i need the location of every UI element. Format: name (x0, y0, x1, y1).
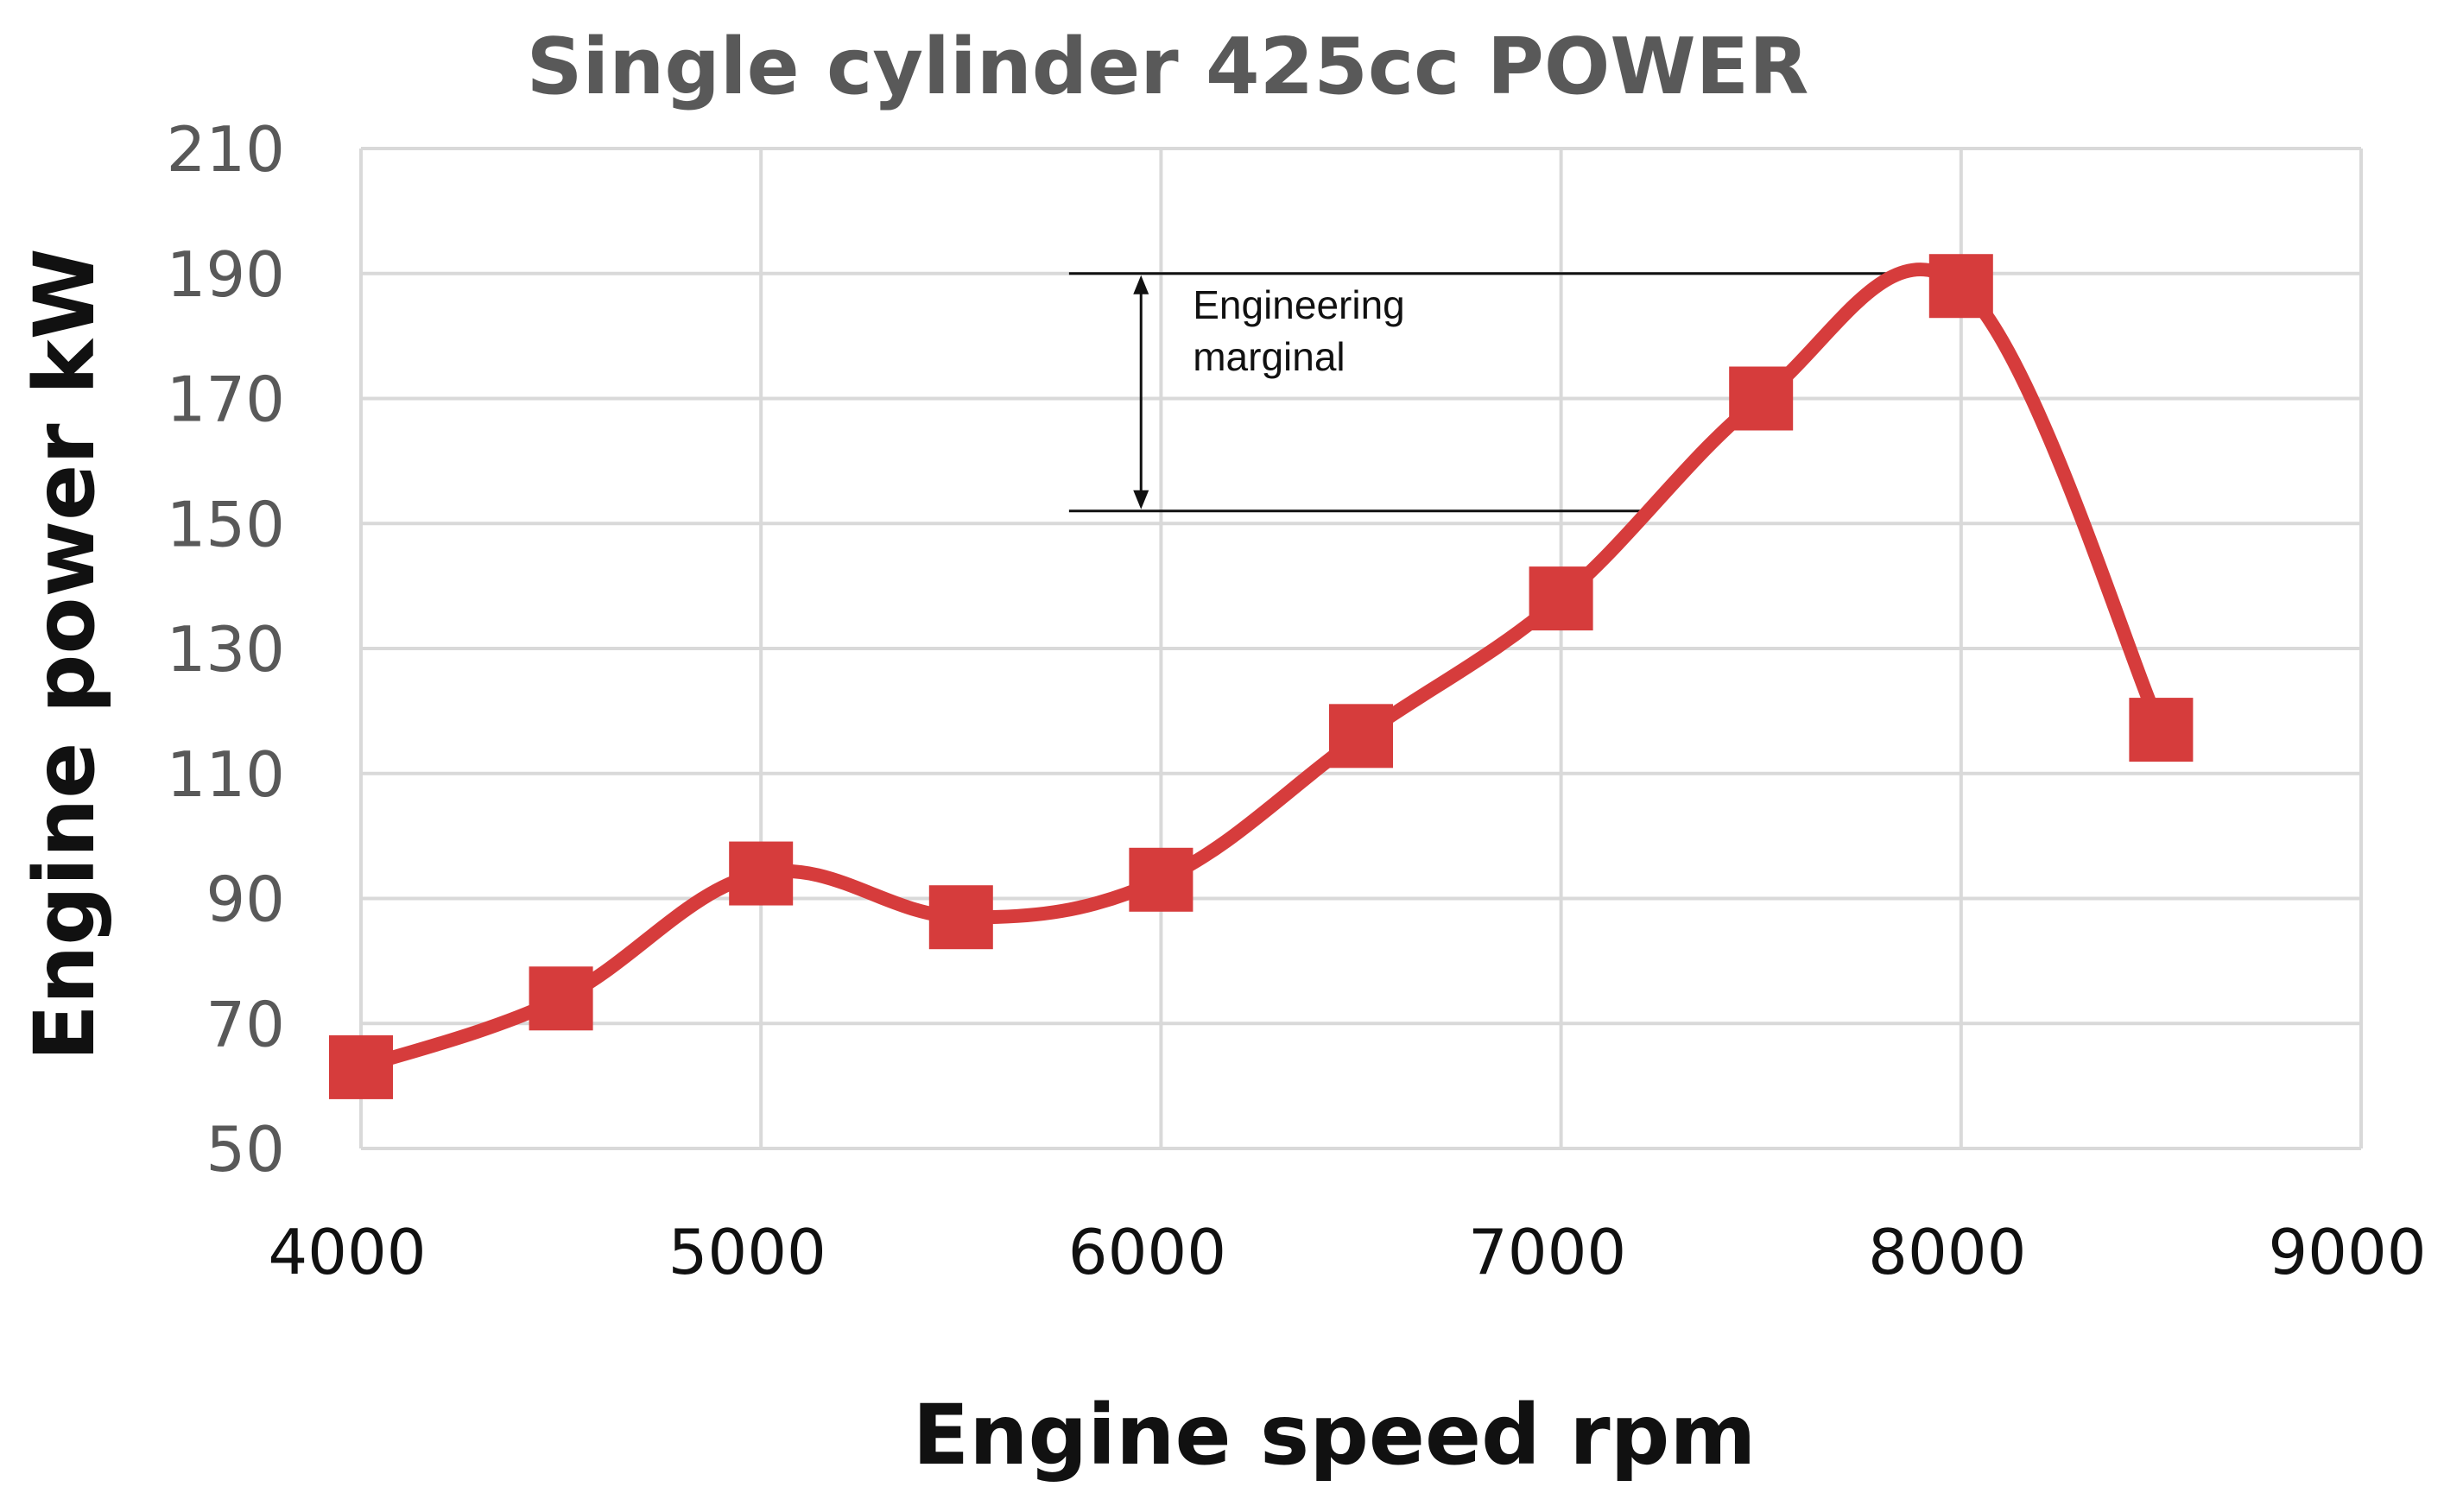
x-axis-ticks: 4000 5000 6000 7000 8000 9000 (268, 1216, 2426, 1288)
y-axis-title: Engine power kW (16, 248, 113, 1060)
y-tick-label: 210 (167, 113, 285, 186)
x-tick-label: 6000 (1068, 1216, 1226, 1288)
data-point-marker (1729, 366, 1794, 431)
data-point-marker (529, 966, 593, 1031)
annotation-label: Engineering (1193, 282, 1405, 327)
y-axis-ticks: 210 190 170 150 130 110 90 70 50 (167, 113, 285, 1186)
data-point-marker (729, 841, 794, 906)
annotation: Engineering marginal (1068, 272, 1961, 513)
x-tick-label: 7000 (1468, 1216, 1626, 1288)
data-point-marker (2129, 698, 2194, 762)
x-tick-label: 5000 (668, 1216, 826, 1288)
data-point-marker (1129, 847, 1194, 912)
series-layer (329, 254, 2194, 1099)
arrow-down-icon (1133, 490, 1149, 509)
y-tick-label: 130 (167, 613, 285, 686)
grid (359, 147, 2363, 1150)
chart-title: Single cylinder 425cc POWER (527, 22, 1809, 112)
y-tick-label: 150 (167, 488, 285, 560)
y-tick-label: 170 (167, 364, 285, 436)
y-tick-label: 90 (206, 864, 285, 936)
data-point-marker (329, 1034, 393, 1099)
x-tick-label: 4000 (268, 1216, 426, 1288)
y-tick-label: 190 (167, 238, 285, 311)
y-tick-label: 110 (167, 738, 285, 811)
data-point-marker (1529, 566, 1593, 631)
x-tick-label: 9000 (2268, 1216, 2426, 1288)
y-tick-label: 70 (206, 988, 285, 1060)
data-point-marker (928, 885, 993, 950)
annotation-label: marginal (1193, 334, 1345, 379)
data-point-marker (1928, 254, 1993, 319)
y-tick-label: 50 (206, 1113, 285, 1186)
x-axis-title: Engine speed rpm (913, 1387, 1757, 1484)
data-point-marker (1329, 704, 1393, 769)
arrow-up-icon (1133, 275, 1149, 294)
x-tick-label: 8000 (1868, 1216, 2026, 1288)
series-line (354, 263, 2169, 1074)
